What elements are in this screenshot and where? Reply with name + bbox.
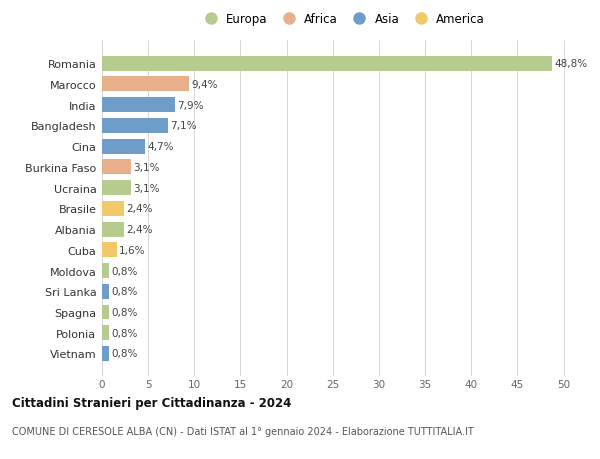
Text: 0,8%: 0,8%: [112, 349, 138, 358]
Bar: [102, 243, 117, 257]
Text: 4,7%: 4,7%: [148, 142, 174, 152]
Bar: [102, 98, 175, 113]
Bar: [102, 77, 189, 92]
Text: 2,4%: 2,4%: [127, 204, 153, 214]
Text: 1,6%: 1,6%: [119, 245, 146, 255]
Bar: [102, 284, 109, 299]
Text: 0,8%: 0,8%: [112, 308, 138, 317]
Text: 0,8%: 0,8%: [112, 286, 138, 297]
Bar: [102, 140, 145, 154]
Text: 7,1%: 7,1%: [170, 121, 196, 131]
Bar: [102, 263, 109, 278]
Bar: [102, 118, 167, 134]
Bar: [102, 181, 131, 196]
Bar: [102, 56, 553, 72]
Bar: [102, 325, 109, 341]
Text: 3,1%: 3,1%: [133, 162, 160, 173]
Bar: [102, 222, 124, 237]
Text: 9,4%: 9,4%: [191, 80, 218, 90]
Legend: Europa, Africa, Asia, America: Europa, Africa, Asia, America: [197, 11, 487, 28]
Bar: [102, 346, 109, 361]
Bar: [102, 160, 131, 175]
Text: 0,8%: 0,8%: [112, 266, 138, 276]
Text: 48,8%: 48,8%: [555, 59, 588, 69]
Bar: [102, 202, 124, 216]
Text: 0,8%: 0,8%: [112, 328, 138, 338]
Text: 3,1%: 3,1%: [133, 183, 160, 193]
Text: COMUNE DI CERESOLE ALBA (CN) - Dati ISTAT al 1° gennaio 2024 - Elaborazione TUTT: COMUNE DI CERESOLE ALBA (CN) - Dati ISTA…: [12, 426, 474, 436]
Text: Cittadini Stranieri per Cittadinanza - 2024: Cittadini Stranieri per Cittadinanza - 2…: [12, 396, 292, 409]
Text: 2,4%: 2,4%: [127, 224, 153, 235]
Bar: [102, 305, 109, 320]
Text: 7,9%: 7,9%: [177, 101, 204, 110]
